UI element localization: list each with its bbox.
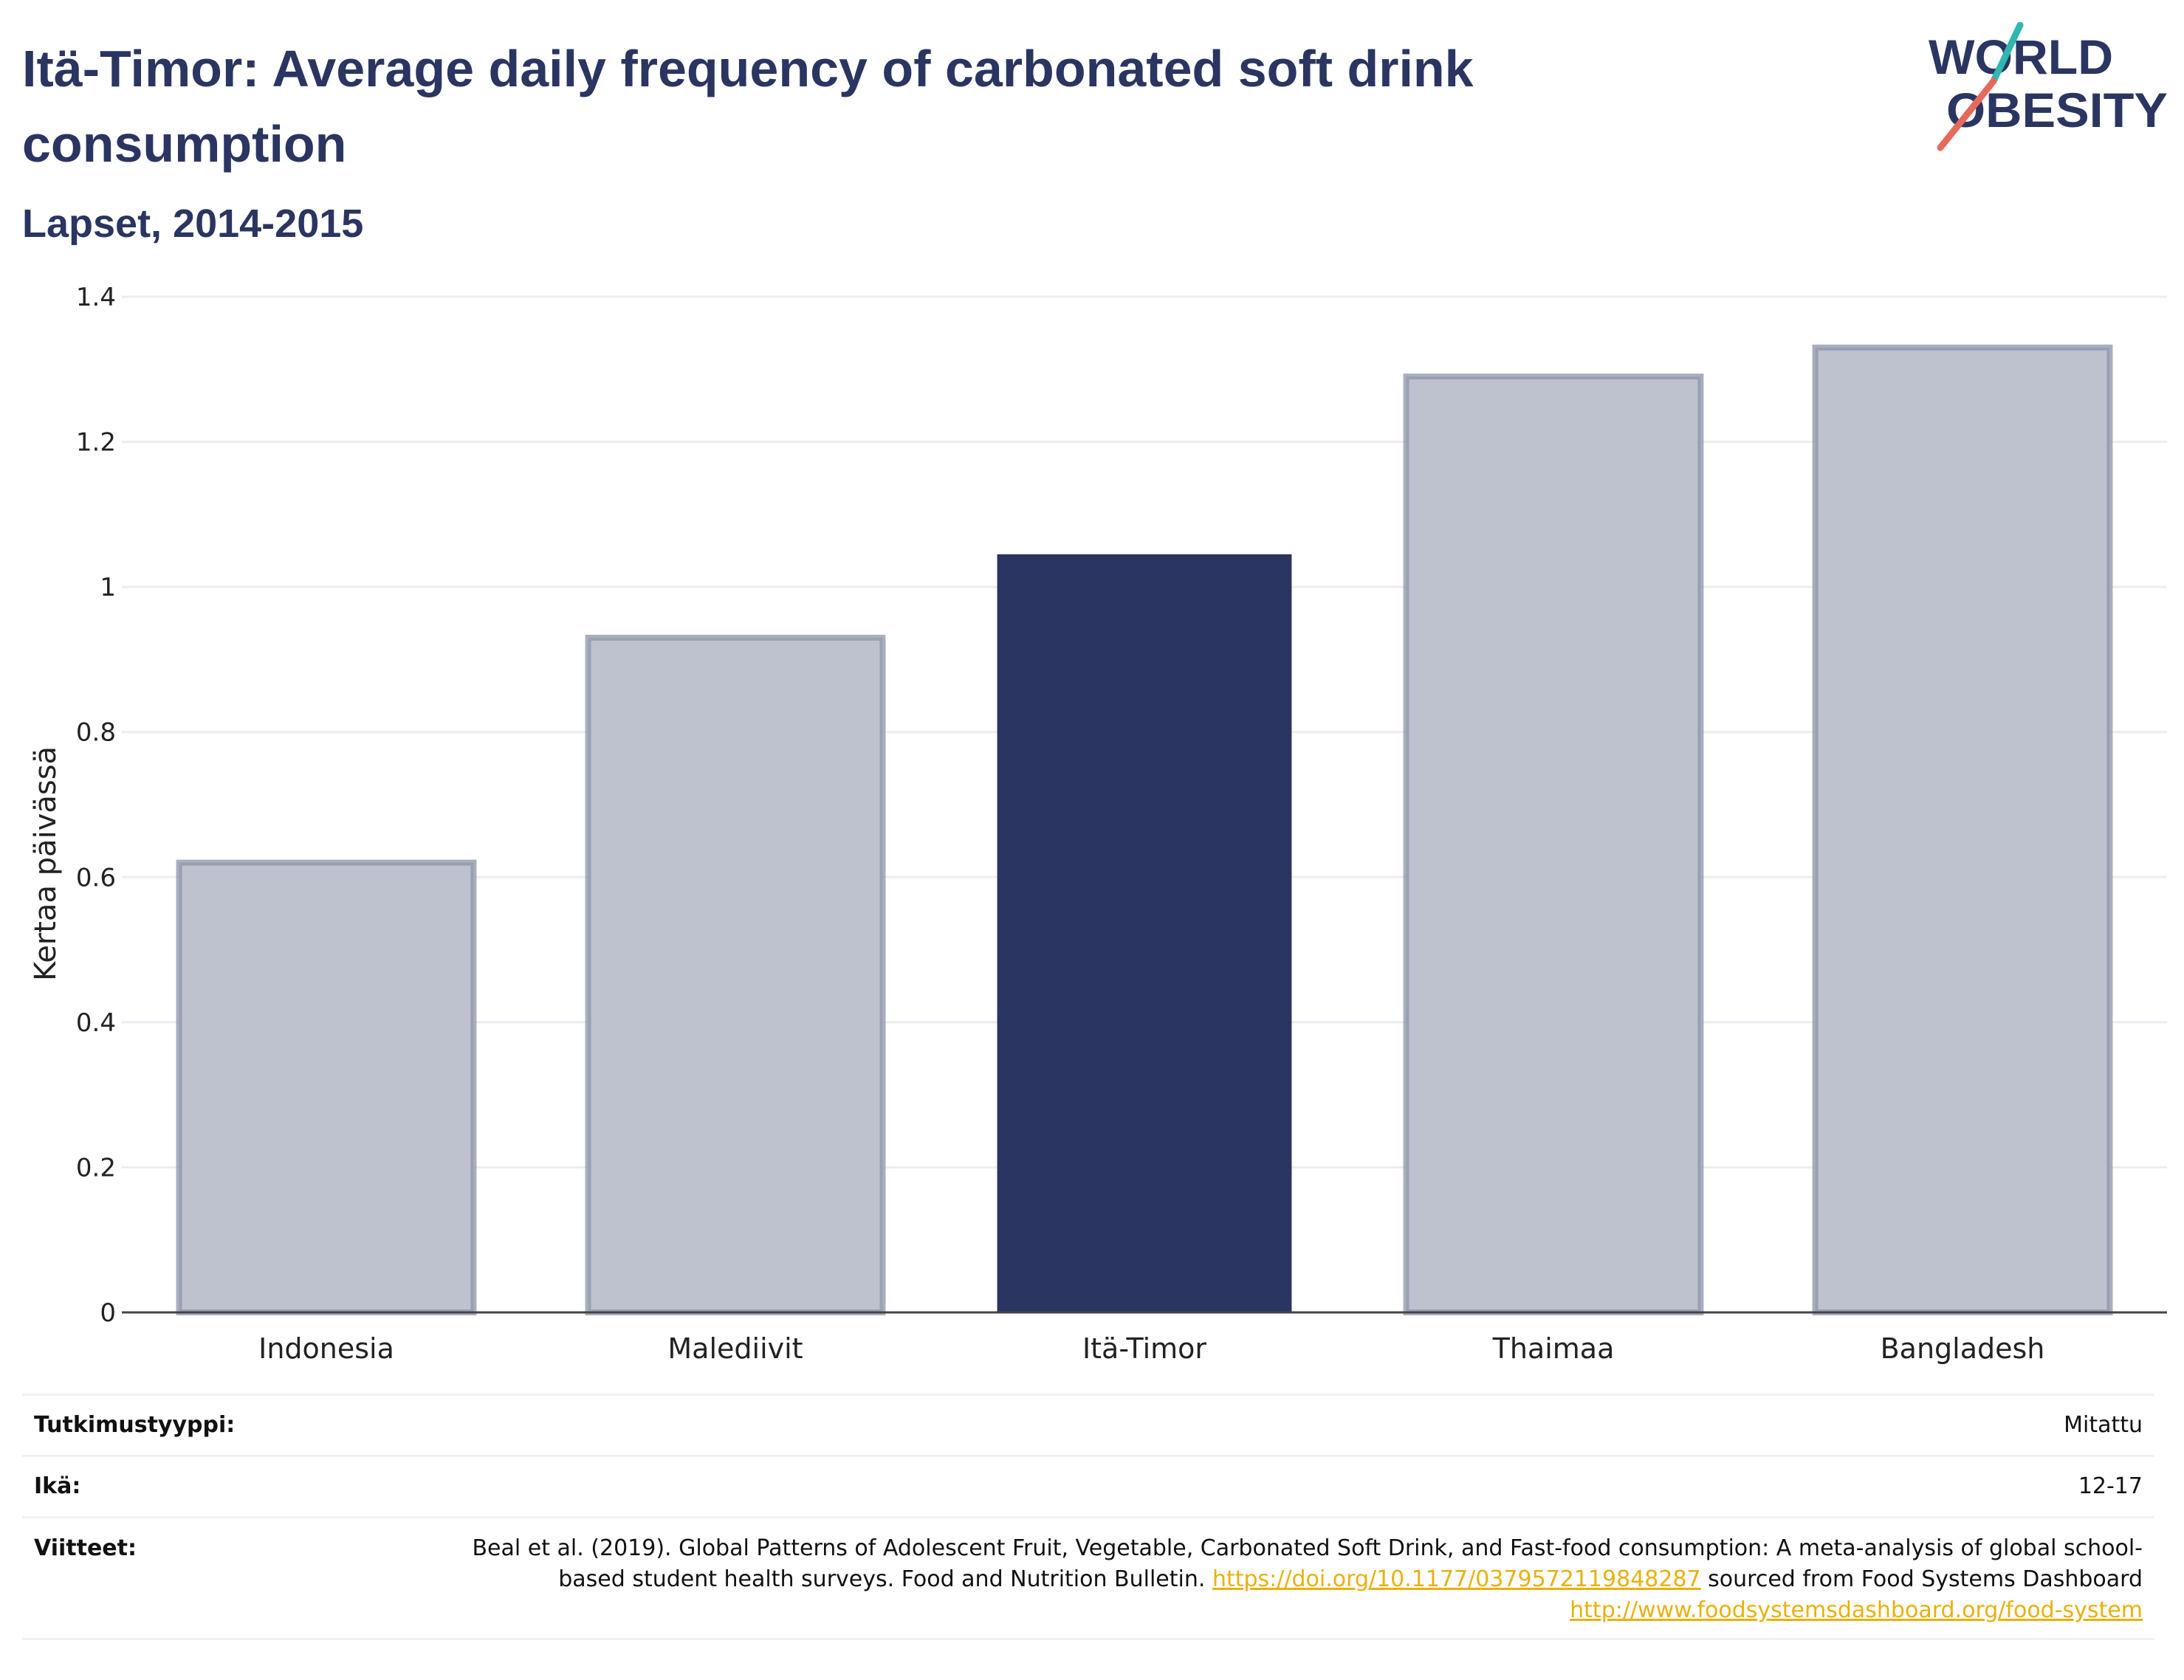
- chart-title: Itä-Timor: Average daily frequency of ca…: [22, 40, 1474, 173]
- y-tick-label: 0.2: [76, 1153, 116, 1182]
- reference-citation: Beal et al. (2019). Global Patterns of A…: [472, 1535, 2143, 1592]
- bar-malediivit[interactable]: [585, 634, 886, 1315]
- age-value: 12-17: [2078, 1473, 2143, 1499]
- logo-slash-coral: [1937, 78, 1997, 151]
- references-value: Beal et al. (2019). Global Patterns of A…: [415, 1518, 2154, 1639]
- study-type-value: Mitattu: [2064, 1412, 2143, 1438]
- bar-chart: 0 0.2 0.4 0.6 0.8 1 1.2 1.4 Indonesia Malediivit…: [29, 283, 2167, 1365]
- x-category-label: Malediivit: [667, 1332, 803, 1365]
- food-systems-link[interactable]: http://www.foodsystemsdashboard.org/food…: [1570, 1597, 2143, 1623]
- y-tick-labels: 0 0.2 0.4 0.6 0.8 1 1.2 1.4: [76, 283, 116, 1328]
- metadata-table: Tutkimustyyppi: Mitattu Ikä: 12-17 Viitt…: [22, 1394, 2154, 1640]
- y-tick-label: 0.6: [76, 863, 116, 892]
- x-category-label: Bangladesh: [1881, 1332, 2045, 1365]
- bar-bangladesh[interactable]: [1812, 344, 2113, 1315]
- x-category-labels: Indonesia Malediivit Itä-Timor Thaimaa Bangl…: [258, 1332, 2044, 1365]
- bar-it-timor[interactable]: [997, 554, 1292, 1312]
- bars: [176, 344, 2113, 1316]
- y-tick-label: 0: [100, 1298, 116, 1328]
- meta-row-references: Viitteet: Beal et al. (2019). Global Pat…: [22, 1517, 2154, 1639]
- bar-thaimaa[interactable]: [1403, 373, 1704, 1316]
- y-tick-label: 1.2: [76, 428, 116, 458]
- doi-link[interactable]: https://doi.org/10.1177/0379572119848287: [1212, 1566, 1701, 1592]
- world-obesity-logo: WORLD OBESITY: [1929, 22, 2168, 151]
- logo-line1: WORLD: [1929, 30, 2113, 84]
- logo-slash-teal: [1990, 22, 2024, 85]
- y-axis-title: Kertaa päivässä: [29, 746, 63, 981]
- meta-row-age: Ikä: 12-17: [22, 1456, 2154, 1518]
- study-type-label: Tutkimustyyppi:: [34, 1412, 236, 1438]
- y-tick-label: 0.8: [76, 718, 116, 748]
- x-category-label: Itä-Timor: [1082, 1332, 1206, 1365]
- meta-row-study-type: Tutkimustyyppi: Mitattu: [22, 1394, 2154, 1456]
- bar-indonesia[interactable]: [176, 859, 477, 1315]
- chart-subtitle: Lapset, 2014-2015: [22, 202, 364, 246]
- references-label: Viitteet:: [34, 1535, 137, 1561]
- x-category-label: Thaimaa: [1492, 1332, 1615, 1365]
- y-tick-label: 1.4: [76, 283, 116, 312]
- logo-line2: OBESITY: [1946, 83, 2168, 137]
- reference-source: sourced from Food Systems Dashboard: [1708, 1566, 2143, 1592]
- y-tick-label: 0.4: [76, 1008, 116, 1038]
- y-tick-label: 1: [100, 573, 116, 602]
- age-label: Ikä:: [34, 1473, 81, 1499]
- x-category-label: Indonesia: [258, 1332, 394, 1365]
